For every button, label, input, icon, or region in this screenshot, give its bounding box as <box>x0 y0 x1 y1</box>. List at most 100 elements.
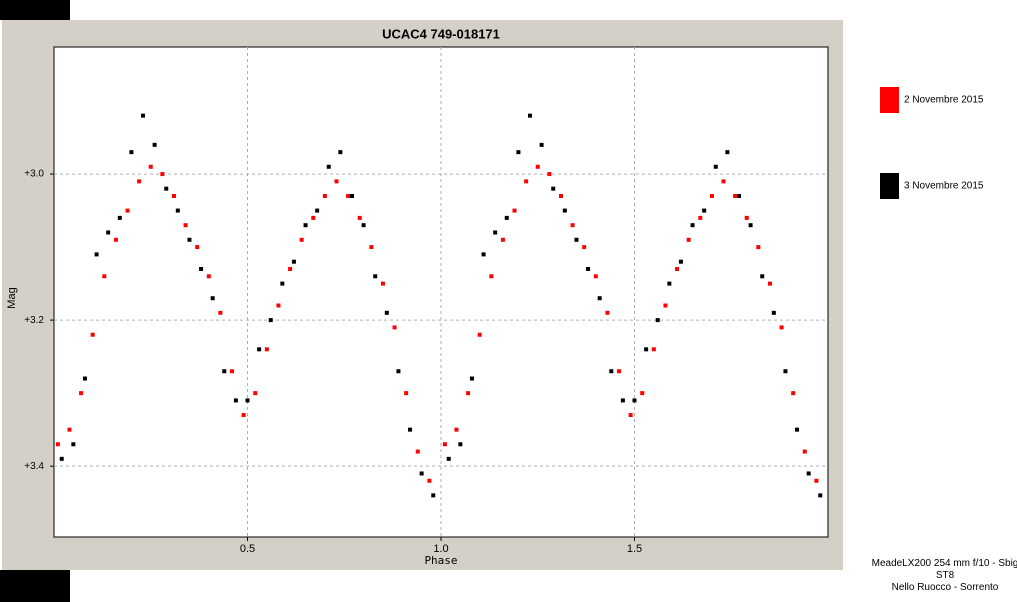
y-axis-label: Mag <box>6 287 18 308</box>
data-point <box>605 310 610 315</box>
data-point <box>218 310 223 315</box>
legend-label: 2 Novembre 2015 <box>904 95 984 106</box>
data-point <box>257 347 262 352</box>
data-point <box>392 325 397 330</box>
data-point <box>361 223 366 228</box>
data-point <box>137 179 142 184</box>
data-point <box>551 186 556 191</box>
data-point <box>767 281 772 286</box>
data-point <box>458 442 463 447</box>
data-point <box>667 281 672 286</box>
data-point <box>504 215 509 220</box>
legend-label: 3 Novembre 2015 <box>904 181 984 192</box>
chart-title: UCAC4 749-018171 <box>382 26 500 41</box>
data-point <box>303 223 308 228</box>
frame-edge <box>0 570 70 602</box>
data-point <box>558 193 563 198</box>
data-point <box>357 215 362 220</box>
data-point <box>164 186 169 191</box>
data-point <box>222 369 227 374</box>
data-point <box>199 266 204 271</box>
data-point <box>268 318 273 323</box>
data-point <box>779 325 784 330</box>
instrument: MeadeLX200 254 mm f/10 - Sbig ST8 <box>871 558 1017 581</box>
data-point <box>570 223 575 228</box>
data-point <box>690 223 695 228</box>
data-point <box>481 252 486 257</box>
data-point <box>349 193 354 198</box>
data-point <box>67 427 72 432</box>
data-point <box>415 449 420 454</box>
data-point <box>783 369 788 374</box>
data-point <box>802 449 807 454</box>
data-point <box>620 398 625 403</box>
data-point <box>748 223 753 228</box>
data-point <box>795 427 800 432</box>
data-point <box>442 442 447 447</box>
data-point <box>686 237 691 242</box>
data-point <box>404 391 409 396</box>
data-point <box>384 310 389 315</box>
data-point <box>617 369 622 374</box>
data-point <box>771 310 776 315</box>
data-point <box>55 442 60 447</box>
data-point <box>733 193 738 198</box>
data-point <box>516 150 521 155</box>
data-point <box>396 369 401 374</box>
legend-swatch <box>880 173 899 199</box>
data-point <box>574 237 579 242</box>
data-point <box>760 274 765 279</box>
data-point <box>195 245 200 250</box>
data-point <box>628 413 633 418</box>
data-point <box>175 208 180 213</box>
data-point <box>586 266 591 271</box>
data-point <box>129 150 134 155</box>
data-point <box>675 266 680 271</box>
data-point <box>299 237 304 242</box>
data-point <box>655 318 660 323</box>
x-tick-label: 1.0 <box>433 543 448 555</box>
data-point <box>702 208 707 213</box>
data-point <box>141 113 146 118</box>
data-point <box>148 164 153 169</box>
data-point <box>806 471 811 476</box>
data-point <box>454 427 459 432</box>
data-point <box>326 164 331 169</box>
data-point <box>171 193 176 198</box>
data-point <box>125 208 130 213</box>
data-point <box>756 245 761 250</box>
data-point <box>725 150 730 155</box>
data-point <box>253 391 258 396</box>
data-point <box>535 164 540 169</box>
data-point <box>713 164 718 169</box>
data-point <box>736 193 741 198</box>
data-point <box>547 172 552 177</box>
data-point <box>373 274 378 279</box>
data-point <box>477 332 482 337</box>
data-point <box>609 369 614 374</box>
data-point <box>79 391 84 396</box>
data-point <box>528 113 533 118</box>
data-point <box>334 179 339 184</box>
data-point <box>241 413 246 418</box>
x-axis-label: Phase <box>424 554 457 567</box>
data-point <box>698 215 703 220</box>
data-point <box>106 230 111 235</box>
data-point <box>322 193 327 198</box>
data-point <box>210 296 215 301</box>
y-tick-label: +3.4 <box>24 461 44 472</box>
data-point <box>288 266 293 271</box>
data-point <box>311 215 316 220</box>
data-point <box>644 347 649 352</box>
data-point <box>187 237 192 242</box>
data-point <box>230 369 235 374</box>
data-point <box>651 347 656 352</box>
data-point <box>500 237 505 242</box>
data-point <box>721 179 726 184</box>
data-point <box>315 208 320 213</box>
data-point <box>539 142 544 147</box>
data-point <box>71 442 76 447</box>
data-point <box>113 237 118 242</box>
